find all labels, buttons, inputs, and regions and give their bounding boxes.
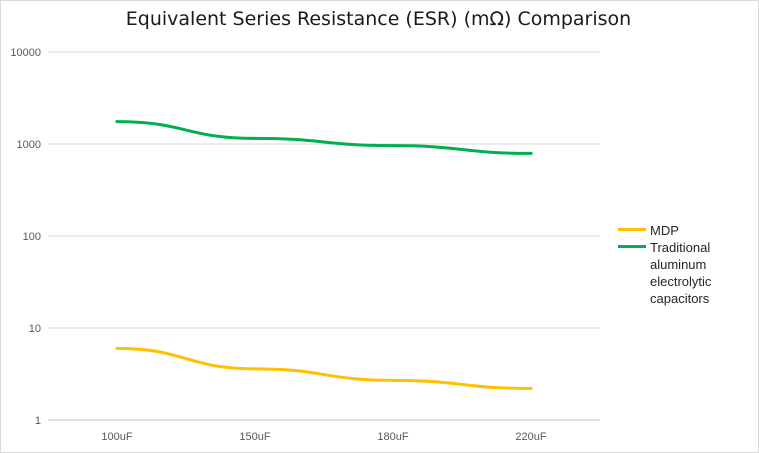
data-point [391, 378, 395, 382]
legend-swatch-mdp [618, 228, 646, 231]
series-line-0 [115, 346, 533, 390]
data-point [253, 136, 257, 140]
data-point [529, 151, 533, 155]
data-point [391, 144, 395, 148]
y-tick-label: 1000 [17, 139, 41, 151]
series-line-1 [115, 120, 533, 155]
data-point [115, 346, 119, 350]
y-tick-label: 10000 [10, 47, 41, 59]
data-point [115, 120, 119, 124]
data-point [529, 386, 533, 390]
x-tick-label: 220uF [515, 431, 546, 443]
x-tick-label: 180uF [377, 431, 408, 443]
legend-swatch-traditional [618, 245, 646, 248]
legend: MDP Traditional aluminum electrolytic ca… [618, 222, 753, 307]
legend-label-traditional: Traditional aluminum electrolytic capaci… [650, 240, 712, 306]
legend-item-mdp[interactable]: MDP [618, 222, 753, 239]
legend-label-mdp: MDP [650, 223, 679, 238]
y-tick-label: 10 [29, 323, 41, 335]
x-tick-label: 150uF [239, 431, 270, 443]
y-tick-label: 100 [23, 231, 41, 243]
chart-title: Equivalent Series Resistance (ESR) (mΩ) … [125, 8, 632, 30]
legend-item-traditional[interactable]: Traditional aluminum electrolytic capaci… [618, 239, 753, 307]
data-point [253, 367, 257, 371]
y-tick-label: 1 [35, 415, 41, 427]
x-tick-label: 100uF [101, 431, 132, 443]
